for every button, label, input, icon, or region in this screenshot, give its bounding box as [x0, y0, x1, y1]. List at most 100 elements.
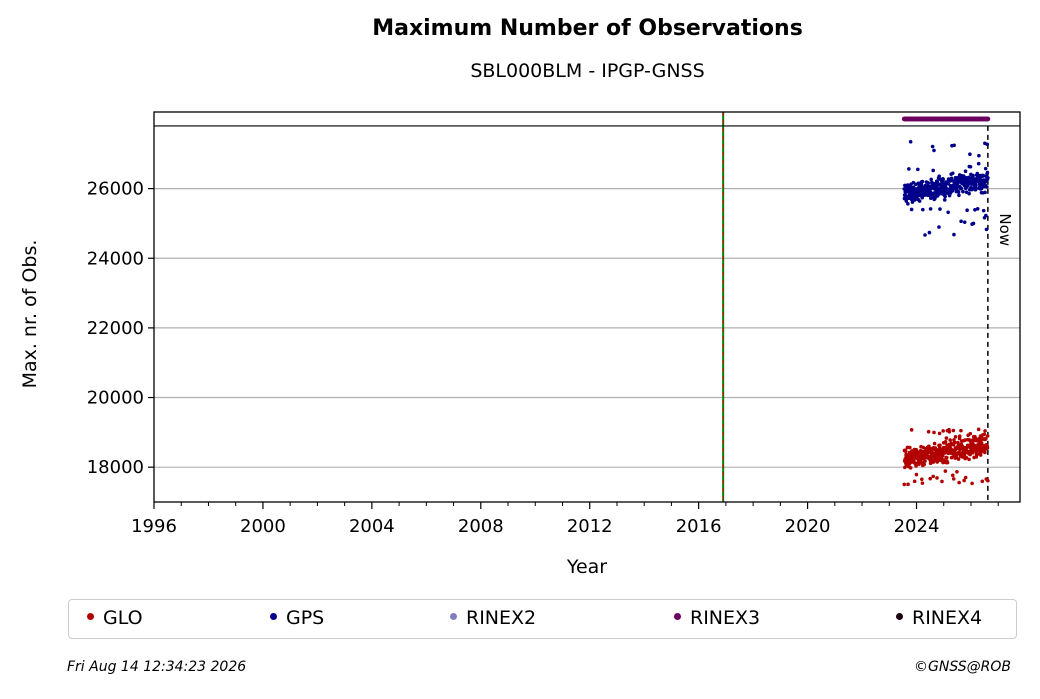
point-gps — [909, 207, 914, 212]
point-glo — [914, 472, 919, 477]
point-glo — [944, 436, 949, 440]
point-gps — [974, 187, 978, 191]
x-tick-label-2012: 2012 — [567, 516, 613, 537]
point-gps — [984, 213, 988, 218]
point-glo — [940, 453, 945, 458]
point-glo — [963, 475, 968, 480]
point-glo — [923, 459, 927, 463]
x-tick-label-1996: 1996 — [131, 516, 177, 537]
point-glo — [983, 450, 987, 455]
point-glo — [947, 429, 952, 434]
point-glo — [927, 444, 931, 449]
point-glo — [912, 458, 916, 463]
y-tick-label-20000: 20000 — [87, 388, 144, 409]
point-gps — [975, 206, 980, 211]
x-tick-label-2000: 2000 — [240, 516, 286, 537]
point-gps — [977, 153, 981, 158]
point-gps — [907, 167, 911, 171]
grid-layer — [154, 188, 1020, 468]
chart-subtitle: SBL000BLM - IPGP-GNSS — [470, 60, 705, 82]
point-glo — [968, 431, 973, 436]
point-gps — [942, 198, 947, 202]
point-gps — [923, 233, 927, 237]
point-gps — [937, 225, 941, 229]
point-glo — [948, 438, 952, 442]
point-gps — [974, 183, 978, 188]
point-glo — [908, 445, 912, 450]
point-glo — [926, 429, 931, 434]
point-gps — [908, 139, 913, 144]
point-gps — [959, 219, 963, 224]
legend-item-rinex2: RINEX2 — [450, 600, 536, 637]
x-tick-label-2020: 2020 — [785, 516, 831, 537]
point-glo — [957, 480, 961, 485]
point-glo — [976, 427, 981, 432]
point-glo — [906, 482, 910, 487]
y-tick-label-22000: 22000 — [87, 318, 144, 339]
point-glo — [903, 449, 908, 454]
x-tick-label-2008: 2008 — [458, 516, 504, 537]
legend-item-glo: GLO — [87, 600, 143, 637]
point-glo — [938, 443, 942, 448]
point-gps — [957, 193, 961, 198]
point-gps — [984, 227, 989, 232]
y-tick-label-18000: 18000 — [87, 457, 144, 478]
chart-title: Maximum Number of Observations — [372, 16, 803, 41]
y-tick-label-26000: 26000 — [87, 179, 144, 200]
point-glo — [968, 452, 972, 457]
point-gps — [904, 199, 909, 203]
plot-frame — [153, 111, 1021, 503]
point-gps — [986, 175, 990, 180]
x-tick-label-2004: 2004 — [349, 516, 395, 537]
point-gps — [931, 168, 935, 173]
point-gps — [985, 185, 989, 189]
legend-label-glo: GLO — [103, 607, 143, 629]
point-glo — [908, 466, 913, 470]
point-glo — [986, 478, 990, 483]
point-glo — [964, 455, 969, 460]
footer-timestamp: Fri Aug 14 12:34:23 2026 — [67, 659, 247, 675]
point-glo — [983, 429, 987, 433]
point-glo — [931, 474, 935, 479]
point-glo — [984, 436, 988, 441]
point-gps — [928, 189, 933, 194]
legend-label-rinex2: RINEX2 — [466, 607, 537, 629]
point-glo — [937, 431, 942, 436]
marker-layer: Now — [722, 112, 1014, 502]
point-glo — [959, 428, 963, 433]
point-gps — [943, 194, 947, 199]
point-gps — [939, 189, 943, 193]
point-glo — [932, 441, 937, 446]
point-gps — [967, 191, 971, 196]
points-layer — [901, 116, 991, 487]
x-axis-label: Year — [566, 556, 608, 578]
legend-label-gps: GPS — [286, 607, 325, 629]
legend-item-rinex4: RINEX4 — [896, 600, 982, 637]
point-glo — [908, 461, 913, 465]
point-glo — [985, 434, 990, 438]
point-gps — [985, 142, 990, 147]
point-gps — [927, 230, 932, 235]
point-gps — [952, 143, 956, 148]
point-glo — [951, 477, 956, 481]
point-glo — [950, 473, 955, 478]
point-gps — [916, 167, 920, 172]
point-gps — [941, 177, 945, 182]
point-glo — [928, 476, 933, 481]
point-glo — [914, 464, 918, 468]
point-glo — [935, 476, 939, 480]
point-gps — [979, 186, 984, 191]
point-glo — [978, 453, 983, 457]
point-gps — [976, 161, 981, 166]
point-glo — [943, 439, 948, 444]
point-gps — [930, 144, 935, 149]
point-glo — [943, 469, 948, 473]
legend: GLO GPS RINEX2 RINEX3 RINEX4 — [68, 599, 1017, 639]
point-gps — [971, 173, 975, 178]
point-glo — [970, 481, 974, 486]
point-glo — [914, 447, 919, 452]
point-gps — [981, 208, 986, 213]
point-gps — [961, 189, 965, 194]
point-gps — [946, 210, 950, 215]
point-glo — [962, 478, 966, 483]
